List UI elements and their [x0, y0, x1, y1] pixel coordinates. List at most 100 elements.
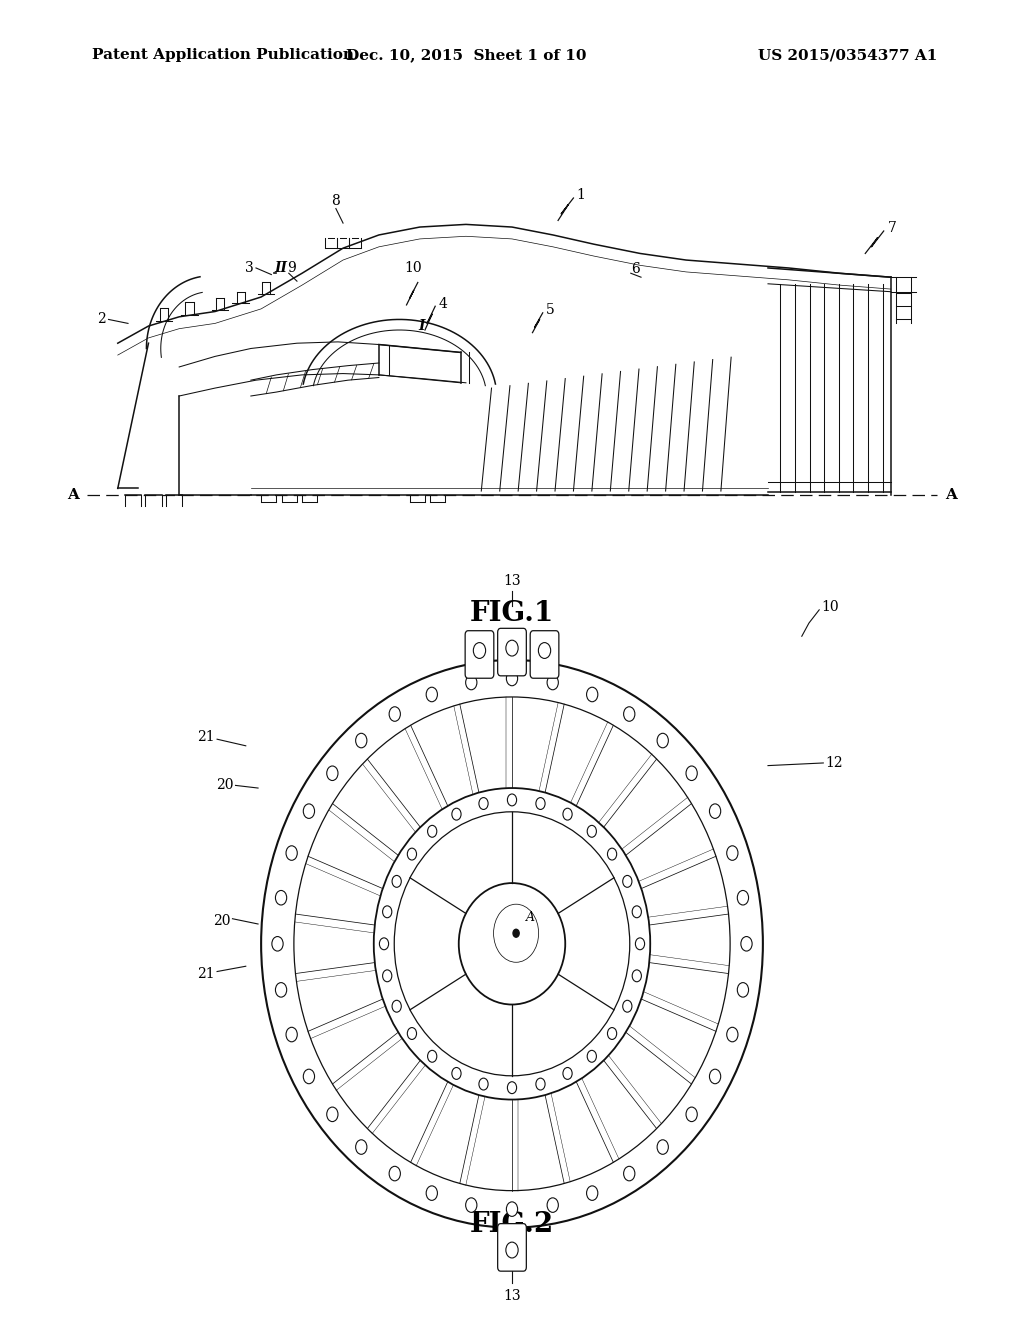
Circle shape — [428, 1051, 437, 1063]
Circle shape — [479, 797, 488, 809]
Text: 1: 1 — [577, 189, 586, 202]
Text: 10: 10 — [821, 601, 839, 614]
Circle shape — [657, 1139, 669, 1154]
Text: A: A — [67, 488, 79, 502]
Circle shape — [383, 970, 392, 982]
Circle shape — [539, 643, 551, 659]
Circle shape — [389, 1167, 400, 1181]
Text: 21: 21 — [198, 968, 215, 981]
Circle shape — [587, 688, 598, 702]
Circle shape — [466, 676, 477, 690]
Circle shape — [737, 891, 749, 906]
Circle shape — [408, 849, 417, 861]
Circle shape — [563, 1068, 572, 1080]
Circle shape — [563, 808, 572, 820]
FancyBboxPatch shape — [498, 628, 526, 676]
Text: 6: 6 — [631, 263, 640, 276]
Circle shape — [727, 1027, 738, 1041]
Text: 9: 9 — [287, 261, 296, 275]
Circle shape — [536, 1078, 545, 1090]
Circle shape — [624, 706, 635, 721]
Circle shape — [623, 875, 632, 887]
Circle shape — [428, 825, 437, 837]
Circle shape — [452, 1068, 461, 1080]
Circle shape — [587, 1051, 596, 1063]
Circle shape — [426, 1185, 437, 1200]
Circle shape — [452, 808, 461, 820]
Circle shape — [623, 1001, 632, 1012]
Circle shape — [506, 640, 518, 656]
Circle shape — [286, 846, 297, 861]
Ellipse shape — [394, 812, 630, 1076]
Circle shape — [587, 825, 596, 837]
Circle shape — [355, 1139, 367, 1154]
Text: 3: 3 — [245, 261, 254, 275]
Circle shape — [506, 1201, 517, 1217]
Text: 5: 5 — [546, 304, 555, 317]
Circle shape — [303, 804, 314, 818]
FancyBboxPatch shape — [465, 631, 494, 678]
Text: 8: 8 — [332, 194, 340, 207]
Circle shape — [426, 688, 437, 702]
Circle shape — [506, 1242, 518, 1258]
Circle shape — [327, 766, 338, 780]
Circle shape — [547, 1197, 558, 1212]
Circle shape — [275, 982, 287, 997]
Text: 2: 2 — [96, 313, 105, 326]
Text: 21: 21 — [198, 730, 215, 743]
Circle shape — [506, 671, 517, 686]
Text: II: II — [274, 261, 288, 275]
Circle shape — [657, 734, 669, 748]
Ellipse shape — [374, 788, 650, 1100]
Text: 13: 13 — [503, 1290, 521, 1303]
Circle shape — [466, 1197, 477, 1212]
Ellipse shape — [261, 660, 763, 1228]
Ellipse shape — [294, 697, 730, 1191]
Circle shape — [508, 1082, 516, 1093]
Circle shape — [710, 1069, 721, 1084]
FancyBboxPatch shape — [530, 631, 559, 678]
Text: A: A — [945, 488, 957, 502]
Circle shape — [479, 1078, 488, 1090]
Circle shape — [607, 849, 616, 861]
Circle shape — [686, 1107, 697, 1122]
Circle shape — [408, 1027, 417, 1039]
Text: 12: 12 — [825, 756, 843, 770]
Circle shape — [547, 676, 558, 690]
Circle shape — [494, 904, 539, 962]
Text: A: A — [526, 911, 535, 924]
Circle shape — [741, 937, 752, 950]
Text: Dec. 10, 2015  Sheet 1 of 10: Dec. 10, 2015 Sheet 1 of 10 — [346, 49, 586, 62]
Circle shape — [536, 797, 545, 809]
Text: 4: 4 — [438, 297, 447, 310]
Text: 7: 7 — [888, 222, 897, 235]
Circle shape — [389, 706, 400, 721]
FancyBboxPatch shape — [498, 1224, 526, 1271]
Text: 13: 13 — [503, 574, 521, 587]
Circle shape — [379, 937, 389, 950]
Circle shape — [355, 734, 367, 748]
Circle shape — [392, 875, 401, 887]
Circle shape — [607, 1027, 616, 1039]
Circle shape — [737, 982, 749, 997]
Circle shape — [473, 643, 485, 659]
Text: 20: 20 — [213, 915, 230, 928]
Text: FIG.1: FIG.1 — [470, 601, 554, 627]
Circle shape — [392, 1001, 401, 1012]
Circle shape — [587, 1185, 598, 1200]
Text: 11: 11 — [548, 968, 565, 981]
Circle shape — [383, 906, 392, 917]
Ellipse shape — [459, 883, 565, 1005]
Text: Patent Application Publication: Patent Application Publication — [92, 49, 354, 62]
Circle shape — [686, 766, 697, 780]
Circle shape — [513, 929, 519, 937]
Circle shape — [327, 1107, 338, 1122]
Circle shape — [632, 970, 641, 982]
Circle shape — [632, 906, 641, 917]
Circle shape — [272, 937, 283, 950]
Circle shape — [275, 891, 287, 906]
Text: FIG.2: FIG.2 — [470, 1212, 554, 1238]
Text: I: I — [419, 319, 425, 333]
Circle shape — [286, 1027, 297, 1041]
Circle shape — [624, 1167, 635, 1181]
